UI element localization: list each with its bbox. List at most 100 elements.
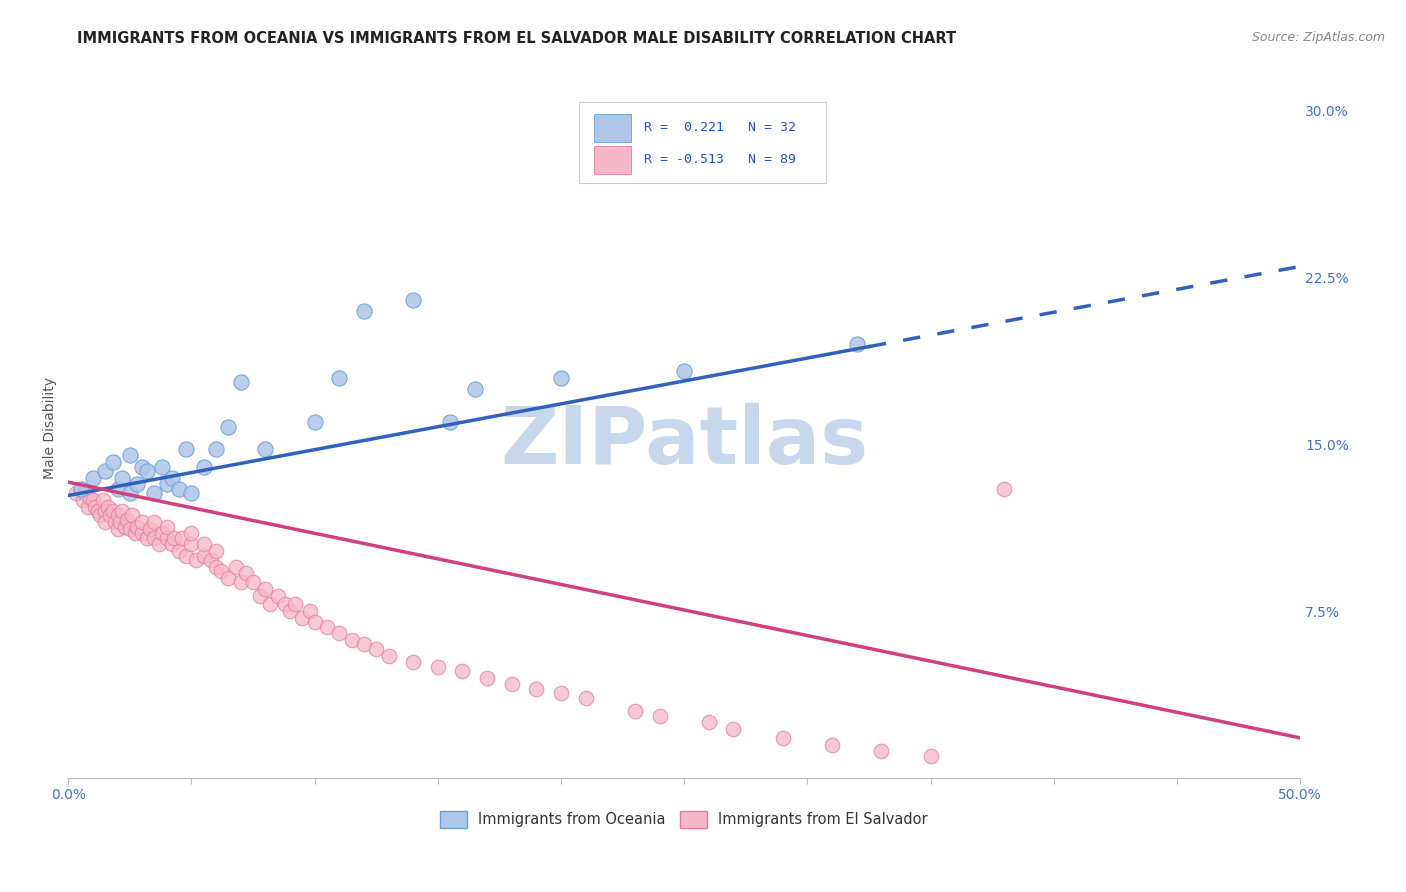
Point (148, 537, 170, 551)
Point (176, 442, 198, 456)
Point (451, 664, 474, 678)
Point (242, 575, 264, 590)
Point (254, 582, 277, 596)
Point (259, 598, 281, 612)
Point (101, 455, 124, 469)
Point (209, 564, 232, 578)
Point (160, 537, 183, 551)
Point (340, 633, 363, 648)
Point (150, 459, 173, 474)
Point (278, 604, 301, 618)
Point (156, 519, 179, 533)
Point (97, 500, 120, 514)
Point (107, 482, 129, 496)
Point (87, 504, 110, 518)
Point (82, 492, 104, 507)
Point (205, 559, 228, 574)
Point (118, 486, 141, 500)
Point (108, 515, 131, 529)
Point (402, 655, 425, 669)
Point (117, 513, 139, 527)
Point (69, 482, 91, 496)
Point (72, 492, 94, 507)
Point (870, 744, 893, 758)
Text: ZIPatlas: ZIPatlas (501, 402, 869, 481)
Point (84, 500, 107, 514)
Point (439, 415, 461, 429)
FancyBboxPatch shape (595, 113, 631, 142)
Point (131, 459, 153, 474)
Y-axis label: Male Disability: Male Disability (44, 376, 58, 479)
Point (131, 526, 153, 541)
Point (316, 620, 339, 634)
Point (176, 549, 198, 563)
Point (143, 515, 166, 529)
Point (993, 482, 1015, 496)
Point (266, 589, 288, 603)
Point (101, 504, 124, 518)
Point (821, 738, 844, 752)
Point (304, 415, 326, 429)
Point (150, 526, 173, 541)
Point (845, 337, 868, 351)
Point (193, 459, 215, 474)
Point (475, 671, 498, 685)
Point (229, 575, 252, 590)
Point (464, 382, 486, 396)
Point (186, 553, 208, 567)
Point (180, 537, 202, 551)
Point (163, 531, 186, 545)
Point (107, 508, 129, 523)
Point (77, 500, 100, 514)
Point (104, 515, 127, 529)
Point (136, 531, 159, 545)
Point (118, 449, 141, 463)
Point (193, 537, 215, 551)
Point (229, 375, 252, 389)
Point (94, 464, 117, 478)
Point (180, 526, 202, 541)
Point (79, 491, 101, 505)
Point (89, 508, 111, 523)
Point (426, 659, 449, 673)
FancyBboxPatch shape (595, 146, 631, 174)
Text: IMMIGRANTS FROM OCEANIA VS IMMIGRANTS FROM EL SALVADOR MALE DISABILITY CORRELATI: IMMIGRANTS FROM OCEANIA VS IMMIGRANTS FR… (77, 31, 956, 46)
Point (69, 482, 91, 496)
Point (501, 677, 523, 691)
Point (205, 544, 228, 558)
FancyBboxPatch shape (579, 102, 825, 183)
Point (723, 722, 745, 736)
Point (254, 442, 277, 456)
Point (111, 504, 134, 518)
Point (91, 492, 114, 507)
Point (550, 686, 572, 700)
Point (94, 504, 117, 518)
Point (180, 486, 202, 500)
Point (217, 419, 239, 434)
Point (298, 604, 321, 618)
Point (65, 486, 87, 500)
Point (575, 690, 598, 705)
Point (328, 626, 350, 640)
Point (402, 293, 425, 307)
Text: R = -0.513   N = 89: R = -0.513 N = 89 (644, 153, 796, 167)
Point (524, 681, 547, 696)
Point (138, 522, 160, 536)
Point (156, 531, 179, 545)
Point (249, 589, 271, 603)
Point (353, 304, 375, 318)
Text: R =  0.221   N = 32: R = 0.221 N = 32 (644, 121, 796, 134)
Point (127, 477, 149, 491)
Point (274, 598, 297, 612)
Point (170, 531, 193, 545)
Point (111, 471, 134, 485)
Point (648, 708, 671, 723)
Point (353, 637, 375, 651)
Point (75, 486, 97, 500)
Point (107, 522, 129, 536)
Point (193, 549, 215, 563)
Point (124, 526, 146, 541)
Point (167, 544, 190, 558)
Point (143, 486, 166, 500)
Point (98, 508, 121, 523)
